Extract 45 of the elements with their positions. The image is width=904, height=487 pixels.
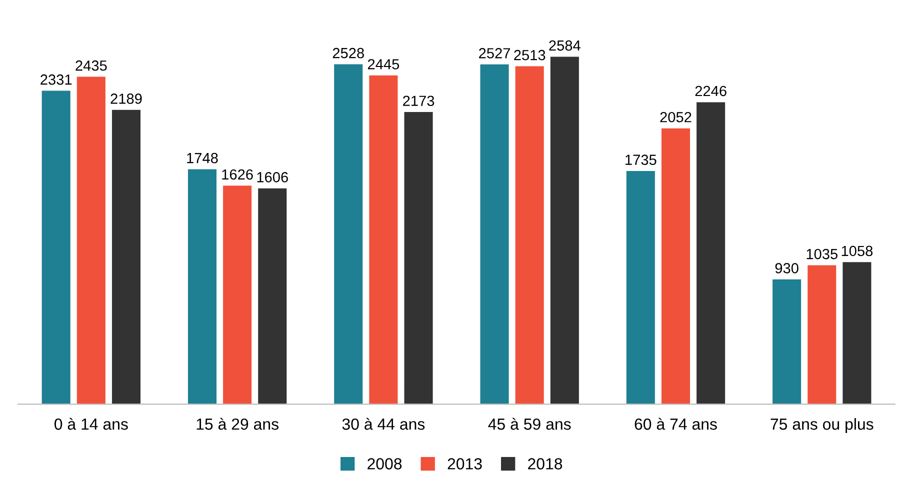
data-label: 1735: [626, 154, 656, 165]
bar: [333, 64, 364, 404]
legend-label: 2008: [368, 458, 402, 470]
x-tick-label: 0 à 14 ans: [54, 418, 128, 430]
data-label: 1748: [187, 152, 218, 164]
data-label: 2435: [76, 60, 107, 71]
data-label: 930: [775, 263, 798, 274]
bar: [514, 66, 545, 404]
x-tick-label: 60 à 74 ans: [634, 418, 717, 430]
bar: [626, 170, 656, 404]
data-label: 2246: [695, 86, 726, 96]
data-label: 2189: [110, 94, 142, 104]
legend-label: 2018: [528, 458, 562, 470]
bar: [660, 128, 691, 404]
data-label: 1058: [842, 246, 873, 256]
x-tick-label: 30 à 44 ans: [342, 418, 425, 430]
bar: [772, 278, 802, 404]
legend-label: 2013: [448, 458, 482, 470]
data-label: 2331: [40, 74, 72, 85]
bar: [480, 64, 510, 404]
bar: [76, 76, 106, 404]
x-tick-label: 75 ans ou plus: [770, 418, 874, 433]
data-label: 1606: [257, 172, 288, 182]
bar: [404, 111, 434, 404]
data-label: 2173: [403, 96, 434, 106]
bar: [806, 264, 837, 404]
data-label: 1035: [806, 248, 838, 260]
data-label: 2584: [549, 40, 580, 51]
data-label: 2528: [332, 48, 364, 58]
bar: [696, 102, 726, 404]
bar: [222, 184, 252, 404]
bar: [842, 261, 872, 404]
data-label: 2445: [368, 59, 400, 70]
bar: [550, 56, 580, 404]
data-label: 2052: [660, 112, 692, 122]
data-label: 1626: [222, 169, 253, 180]
bar: [111, 109, 142, 404]
bar: [257, 188, 288, 404]
bar: [368, 74, 398, 404]
bar: [187, 168, 218, 404]
bar: [41, 90, 72, 404]
data-label: 2513: [514, 50, 546, 60]
data-label: 2527: [479, 48, 510, 58]
x-tick-label: 15 à 29 ans: [196, 418, 278, 430]
x-tick-label: 45 à 59 ans: [488, 418, 571, 430]
